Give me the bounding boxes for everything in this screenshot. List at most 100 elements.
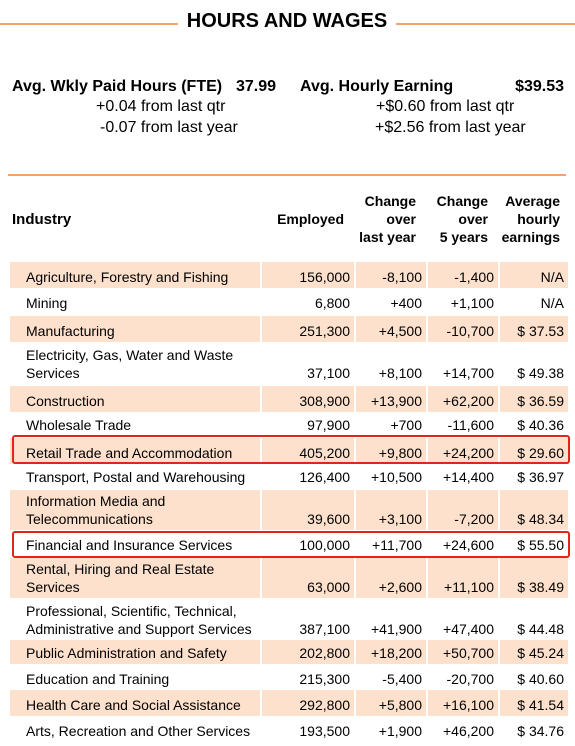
employed-cell: 405,200 [262,438,354,464]
summary-earnings: Avg. Hourly Earning $39.53 [300,78,564,96]
earnings-cell: $ 29.60 [500,438,568,464]
table-row: Retail Trade and Accommodation 405,200 +9,… [10,438,568,464]
change-5y-cell: +11,100 [428,558,498,598]
change-year-cell: +2,600 [356,558,426,598]
employed-cell: 193,500 [299,723,350,739]
change-year-cell: +400 [390,295,422,311]
title-divider-right [396,23,575,25]
table-row: Transport, Postal and Warehousing 126,400… [10,464,568,488]
table-row: Education and Training 215,300 -5,400 -20,7… [10,664,568,690]
title-divider-left [0,23,178,25]
industry-cell: Retail Trade and Accommodation [10,438,260,464]
change-5y-cell: +24,200 [428,438,498,464]
earnings-cell: $ 40.60 [517,671,564,687]
change-year-cell: +4,500 [356,316,426,342]
table-row: Electricity, Gas, Water and Waste Servic… [10,342,568,384]
hours-qtr-change: +0.04 from last qtr [96,98,226,115]
earnings-qtr-change: +$0.60 from last qtr [376,98,515,115]
change-5y-cell: +46,200 [443,723,494,739]
page-title: HOURS AND WAGES [186,10,388,32]
table-row: Rental, Hiring and Real Estate Services 6… [10,558,568,598]
industry-cell: Arts, Recreation and Other Services [26,723,251,739]
earnings-cell: $ 36.59 [500,386,568,412]
earnings-year-change: +$2.56 from last year [375,119,526,136]
change-5y-cell: -1,400 [428,262,498,288]
employed-cell: 37,100 [307,365,350,381]
change-year-cell: +41,900 [371,621,422,637]
table-row: Arts, Recreation and Other Services 193,5… [10,716,568,742]
earnings-cell: $ 36.97 [517,469,564,485]
industry-cell: Education and Training [26,671,170,687]
earnings-cell: N/A [540,295,564,311]
change-year-cell: +9,800 [356,438,426,464]
industry-cell: Agriculture, Forestry and Fishing [10,262,260,288]
highlight-retail-trade [12,435,570,464]
earnings-cell: $ 44.48 [517,621,564,637]
change-5y-cell: +24,600 [443,537,494,553]
employed-cell: 6,800 [314,295,350,311]
employed-cell: 202,800 [262,640,354,664]
industry-cell: Information Media and Telecommunications [10,490,260,530]
earnings-value: $39.53 [515,78,564,95]
industry-cell: Transport, Postal and Warehousing [26,469,246,485]
change-year-cell: -5,400 [382,671,422,687]
table-row: Information Media and Telecommunications… [10,490,568,530]
header-employed: Employed [277,211,344,227]
employed-cell: 215,300 [299,671,350,687]
section-divider [8,174,566,176]
change-year-cell: +3,100 [356,490,426,530]
table-row: Wholesale Trade 97,900 +700 -11,600 $ 40.36 [10,412,568,436]
header-industry: Industry [12,211,72,228]
employed-cell: 292,800 [262,690,354,716]
industry-cell: Health Care and Social Assistance [10,690,260,716]
change-year-cell: +5,800 [356,690,426,716]
earnings-cell: $ 55.50 [517,537,564,553]
industry-cell: Wholesale Trade [26,417,132,433]
industry-cell: Manufacturing [10,316,260,342]
change-year-cell: +10,500 [371,469,422,485]
industry-cell: Public Administration and Safety [10,640,260,664]
earnings-cell: $ 37.53 [500,316,568,342]
change-5y-cell: +1,100 [450,295,494,311]
employed-cell: 100,000 [299,537,350,553]
earnings-cell: $ 40.36 [517,417,564,433]
earnings-cell: N/A [500,262,568,288]
table-row: Manufacturing 251,300 +4,500 -10,700 $ 37.53 [10,316,568,342]
change-5y-cell: +62,200 [428,386,498,412]
industry-cell: Mining [26,295,68,311]
change-5y-cell: -11,600 [447,417,494,433]
table-row: Professional, Scientific, Technical, Adm… [10,600,568,640]
employed-cell: 97,900 [307,417,350,433]
employed-cell: 387,100 [299,621,350,637]
change-5y-cell: +14,700 [443,365,494,381]
change-5y-cell: +50,700 [428,640,498,664]
earnings-cell: $ 34.76 [517,723,564,739]
change-year-cell: +18,200 [356,640,426,664]
earnings-cell: $ 48.34 [500,490,568,530]
employed-cell: 251,300 [262,316,354,342]
industry-cell: Rental, Hiring and Real Estate Services [10,558,260,598]
industry-cell: Electricity, Gas, Water and Waste Servic… [26,347,234,381]
table-row: Financial and Insurance Services 100,000 +… [10,532,568,556]
earnings-cell: $ 45.24 [500,640,568,664]
change-year-cell: +13,900 [356,386,426,412]
employed-cell: 308,900 [262,386,354,412]
header-change-5y: Change over 5 years [436,193,488,245]
change-year-cell: +700 [390,417,422,433]
employed-cell: 39,600 [262,490,354,530]
change-5y-cell: +47,400 [443,621,494,637]
earnings-cell: $ 49.38 [517,365,564,381]
table-row: Public Administration and Safety 202,800 +… [10,640,568,664]
change-year-cell: +1,900 [378,723,422,739]
change-5y-cell: +16,100 [428,690,498,716]
industry-cell: Professional, Scientific, Technical, Adm… [26,603,252,637]
table-row: Health Care and Social Assistance 292,800… [10,690,568,716]
header-earnings: Average hourly earnings [501,193,560,245]
earnings-cell: $ 38.49 [500,558,568,598]
earnings-label: Avg. Hourly Earning [300,78,454,95]
highlight-financial-services [12,531,570,558]
employed-cell: 63,000 [262,558,354,598]
summary-hours: Avg. Wkly Paid Hours (FTE) 37.99 [12,78,276,96]
employed-cell: 126,400 [299,469,350,485]
earnings-cell: $ 41.54 [500,690,568,716]
